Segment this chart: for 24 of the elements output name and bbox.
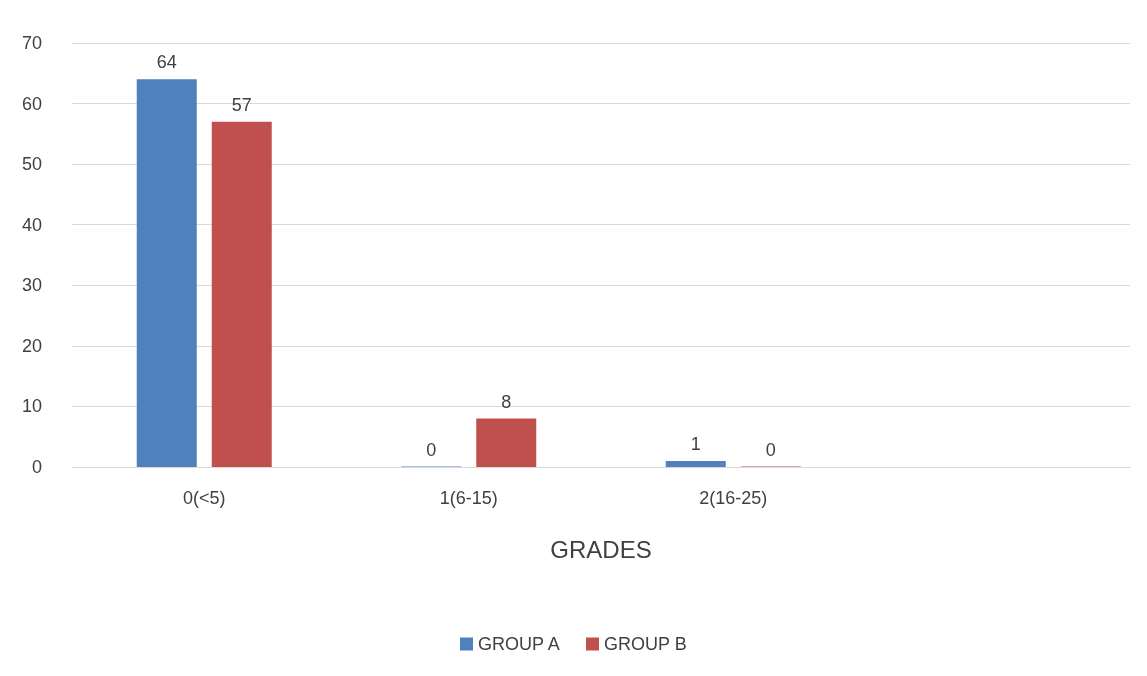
y-tick-label: 10 <box>21 396 42 417</box>
y-tick-label: 60 <box>21 93 42 114</box>
x-tick-label: 0(<5) <box>182 488 226 508</box>
x-tick-label: 1(6-15) <box>439 488 498 508</box>
bar <box>665 460 726 467</box>
data-label: 8 <box>501 391 512 412</box>
y-tick-label: 40 <box>21 214 42 235</box>
data-label: 0 <box>426 439 437 460</box>
legend-label: GROUP A <box>477 634 560 654</box>
bar <box>476 418 537 467</box>
data-label: 57 <box>231 94 252 115</box>
y-tick-label: 50 <box>21 154 42 175</box>
y-tick-label: 20 <box>21 335 42 356</box>
y-tick-label: 0 <box>31 457 42 477</box>
legend-label: GROUP B <box>604 634 687 654</box>
data-label: 0 <box>765 439 776 460</box>
x-axis-title: GRADES <box>550 535 652 563</box>
data-label: 1 <box>690 433 701 454</box>
bar <box>136 79 197 467</box>
data-label: 64 <box>156 52 177 73</box>
y-tick-label: 70 <box>21 33 42 53</box>
x-tick-label: 2(16-25) <box>699 488 768 508</box>
y-tick-label: 30 <box>21 275 42 296</box>
bar <box>211 121 272 467</box>
